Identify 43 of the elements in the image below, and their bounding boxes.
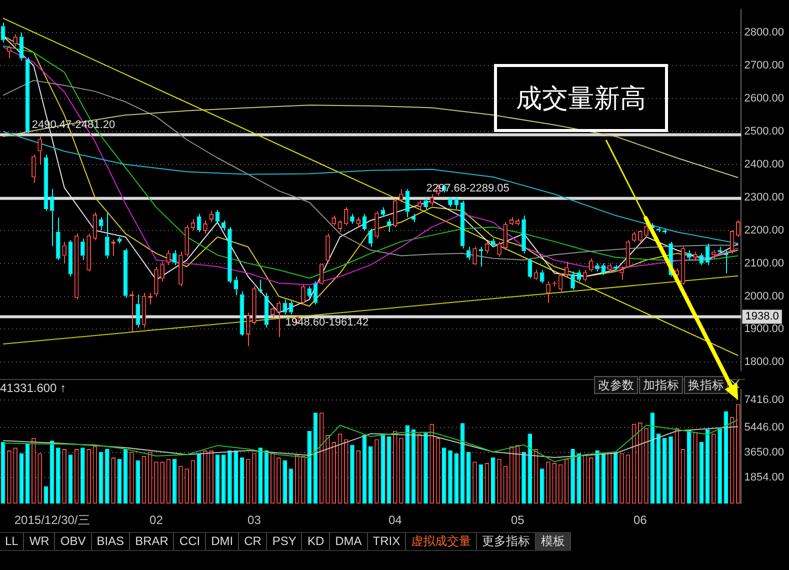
text: TRIX	[368, 533, 406, 550]
y-tick-label: 1854.00	[744, 472, 784, 484]
annotation: 41331.600 ↑	[0, 381, 66, 395]
annotation: 换指标	[684, 376, 728, 394]
y-tick-label: 2400.00	[744, 158, 784, 170]
x-tick-label: 02	[150, 513, 164, 528]
text: BRAR	[130, 533, 174, 550]
y-tick-label: 2200.00	[744, 224, 784, 236]
text: DMI	[206, 533, 240, 550]
text: LL	[0, 533, 24, 550]
text: WR	[24, 533, 56, 550]
y-tick-label: 1800.00	[744, 356, 784, 368]
text: CR	[239, 533, 268, 550]
text: OBV	[55, 533, 92, 550]
text: DMA	[330, 533, 368, 550]
annotation: 加指标	[639, 376, 683, 394]
y-tick-label: 2000.00	[744, 290, 784, 302]
y-tick-label: 2500.00	[744, 126, 784, 138]
x-tick-label: 03	[248, 513, 262, 528]
x-tick-label: 2015/12/30/三	[14, 513, 90, 528]
y-tick-label: 1900.00	[744, 323, 784, 336]
annotation: 1948.60-1961.42	[285, 316, 369, 329]
y-tick-label: 2600.00	[744, 92, 784, 105]
annotation: 成交量新高	[494, 64, 668, 132]
y-tick-label: 5446.00	[744, 421, 784, 434]
y-tick-label: 2700.00	[744, 60, 784, 72]
y-tick-label: 7416.00	[744, 394, 784, 406]
text: BIAS	[92, 533, 130, 550]
x-tick-label: 06	[633, 513, 648, 528]
y-tick-label: 3650.00	[744, 446, 784, 459]
text: CCI	[174, 533, 206, 550]
y-tick-label: 2300.00	[744, 191, 784, 204]
text: 模板	[536, 533, 572, 550]
text: PSY	[267, 533, 302, 550]
y-tick-label: 2100.00	[744, 257, 784, 270]
ref-line-label: 1938.0	[745, 310, 779, 323]
annotation: 改参数	[594, 376, 638, 394]
x-tick-label: 04	[388, 513, 402, 528]
y-tick-label: 2800.00	[744, 26, 784, 39]
x-tick-label: 05	[510, 513, 525, 528]
text: 虚拟成交量	[406, 533, 478, 550]
text: 更多指标	[477, 533, 536, 550]
text: KD	[302, 533, 330, 550]
